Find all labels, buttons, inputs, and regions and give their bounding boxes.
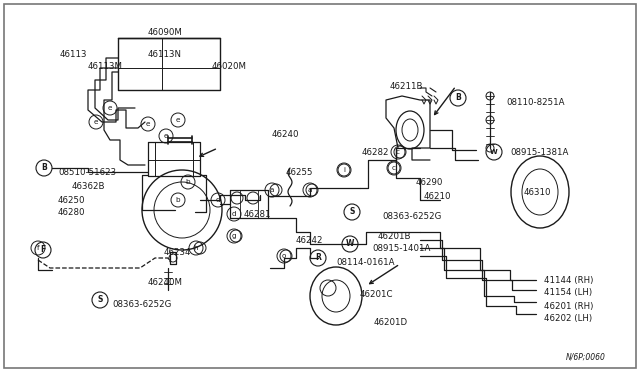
Text: 46210: 46210 bbox=[424, 192, 451, 201]
Text: F: F bbox=[40, 246, 45, 254]
Text: 41154 (LH): 41154 (LH) bbox=[544, 288, 592, 297]
Text: R: R bbox=[315, 253, 321, 263]
Text: S: S bbox=[349, 208, 355, 217]
Text: N/6P;0060: N/6P;0060 bbox=[566, 353, 606, 362]
Text: a: a bbox=[308, 187, 312, 193]
Text: 46281: 46281 bbox=[244, 210, 271, 219]
Text: 46201 (RH): 46201 (RH) bbox=[544, 302, 593, 311]
Text: o: o bbox=[282, 253, 286, 259]
Text: h: h bbox=[194, 245, 198, 251]
Text: 46113: 46113 bbox=[60, 50, 88, 59]
Text: 46211B: 46211B bbox=[390, 82, 424, 91]
Text: S: S bbox=[97, 295, 102, 305]
Text: 46310: 46310 bbox=[524, 188, 552, 197]
Text: 46201D: 46201D bbox=[374, 318, 408, 327]
Text: 08915-1381A: 08915-1381A bbox=[510, 148, 568, 157]
Text: 46280: 46280 bbox=[58, 208, 86, 217]
Text: d: d bbox=[216, 197, 220, 203]
Text: i: i bbox=[343, 167, 345, 173]
Text: g: g bbox=[232, 233, 236, 239]
Text: W: W bbox=[490, 149, 498, 155]
Text: 46240: 46240 bbox=[272, 130, 300, 139]
Text: 08363-6252G: 08363-6252G bbox=[112, 300, 172, 309]
Text: b: b bbox=[186, 179, 190, 185]
Text: c: c bbox=[392, 165, 396, 171]
Text: 46255: 46255 bbox=[286, 168, 314, 177]
Text: 46090M: 46090M bbox=[148, 28, 183, 37]
Text: f: f bbox=[36, 245, 39, 251]
Text: 46234: 46234 bbox=[164, 248, 191, 257]
Text: 08110-8251A: 08110-8251A bbox=[506, 98, 564, 107]
Text: e: e bbox=[108, 105, 112, 111]
Text: e: e bbox=[146, 121, 150, 127]
Text: 08915-1401A: 08915-1401A bbox=[372, 244, 430, 253]
Text: 46113M: 46113M bbox=[88, 62, 123, 71]
Text: d: d bbox=[232, 211, 236, 217]
Text: 08363-6252G: 08363-6252G bbox=[382, 212, 442, 221]
Text: B: B bbox=[455, 93, 461, 103]
Text: W: W bbox=[346, 240, 354, 248]
Text: 46362B: 46362B bbox=[72, 182, 106, 191]
Text: 46201C: 46201C bbox=[360, 290, 394, 299]
Text: B: B bbox=[41, 164, 47, 173]
Text: e: e bbox=[176, 117, 180, 123]
Text: a: a bbox=[270, 187, 274, 193]
Text: 46020M: 46020M bbox=[212, 62, 247, 71]
Text: b: b bbox=[176, 197, 180, 203]
Text: 46290: 46290 bbox=[416, 178, 444, 187]
Text: 46201B: 46201B bbox=[378, 232, 412, 241]
Text: 46202 (LH): 46202 (LH) bbox=[544, 314, 592, 323]
Text: 46240M: 46240M bbox=[148, 278, 183, 287]
Text: 46250: 46250 bbox=[58, 196, 86, 205]
Text: 46242: 46242 bbox=[296, 236, 323, 245]
Text: 08114-0161A: 08114-0161A bbox=[336, 258, 394, 267]
Text: 41144 (RH): 41144 (RH) bbox=[544, 276, 593, 285]
Text: 46282: 46282 bbox=[362, 148, 390, 157]
Text: 08510-51623: 08510-51623 bbox=[58, 168, 116, 177]
Text: e: e bbox=[164, 133, 168, 139]
Text: 46113N: 46113N bbox=[148, 50, 182, 59]
Text: c: c bbox=[396, 149, 400, 155]
Text: e: e bbox=[93, 119, 99, 125]
